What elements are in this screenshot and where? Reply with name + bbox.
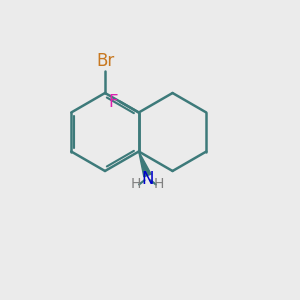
Text: H: H bbox=[154, 178, 164, 191]
Text: Br: Br bbox=[96, 52, 114, 70]
Text: F: F bbox=[108, 93, 118, 111]
Polygon shape bbox=[139, 152, 151, 177]
Text: H: H bbox=[131, 178, 141, 191]
Text: N: N bbox=[141, 170, 154, 188]
